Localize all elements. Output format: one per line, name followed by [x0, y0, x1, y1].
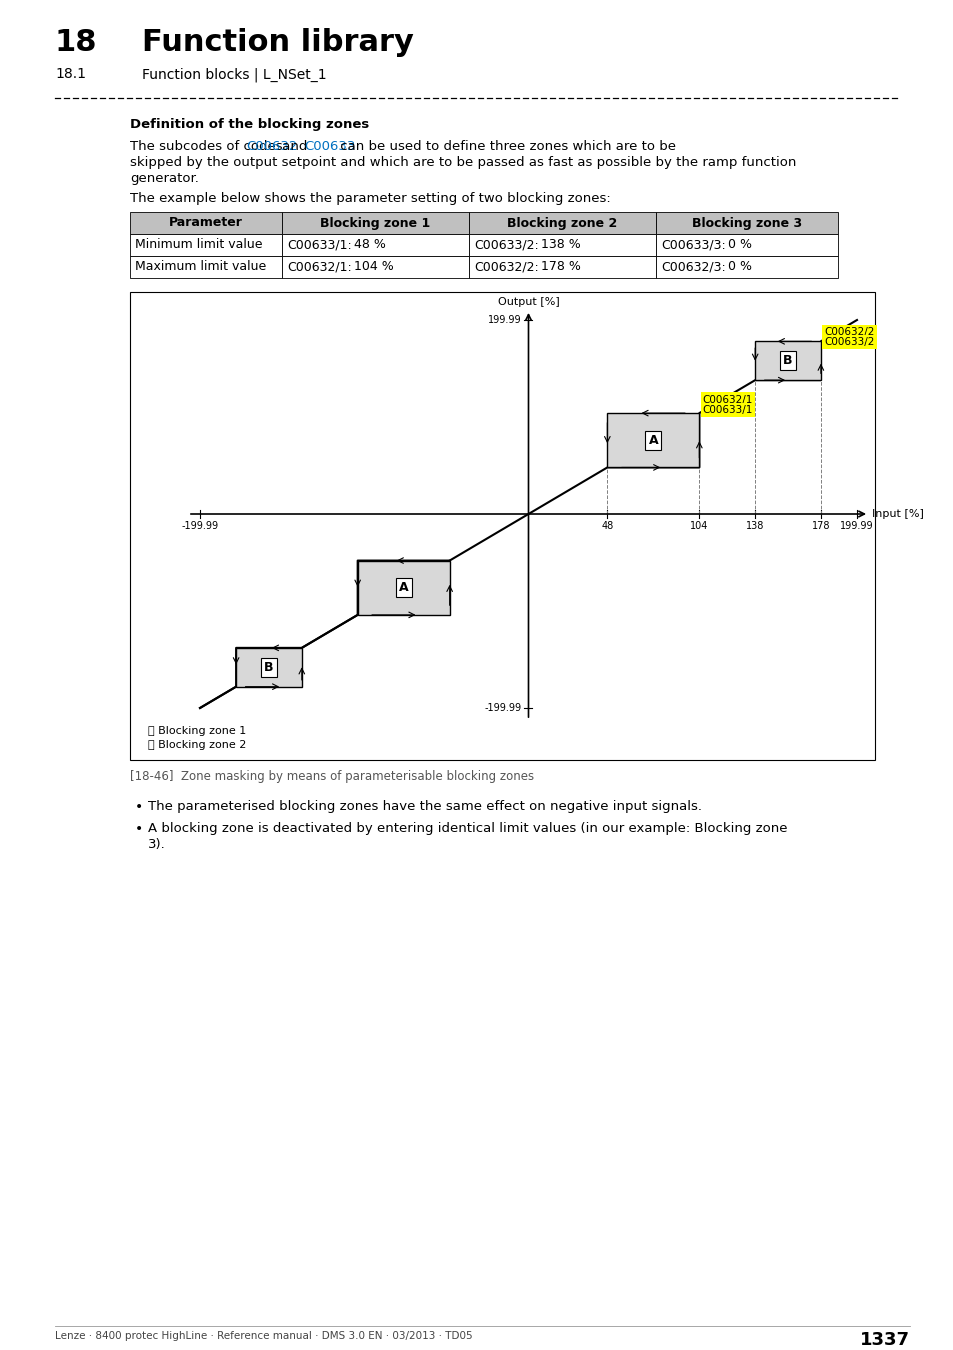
- Bar: [656, 212, 837, 234]
- Text: 18.1: 18.1: [55, 68, 86, 81]
- Text: 199.99: 199.99: [487, 315, 521, 325]
- Text: 178 %: 178 %: [540, 261, 580, 274]
- Bar: [469, 234, 656, 256]
- Text: 1337: 1337: [859, 1331, 909, 1349]
- Text: generator.: generator.: [130, 171, 198, 185]
- Text: C00633/1: C00633/1: [701, 405, 752, 416]
- Text: C00632/1: C00632/1: [701, 394, 752, 405]
- Text: Function blocks | L_NSet_1: Function blocks | L_NSet_1: [142, 68, 326, 81]
- Text: •: •: [135, 822, 143, 836]
- Text: and: and: [277, 140, 311, 153]
- Text: The subcodes of codes: The subcodes of codes: [130, 140, 287, 153]
- Bar: [236, 648, 301, 687]
- Text: 48: 48: [600, 521, 613, 531]
- Text: C00632/2: C00632/2: [823, 327, 874, 336]
- Text: Ⓑ Blocking zone 2: Ⓑ Blocking zone 2: [148, 740, 246, 751]
- Text: A: A: [398, 582, 408, 594]
- Text: C00633/1:: C00633/1:: [287, 239, 352, 251]
- Text: The example below shows the parameter setting of two blocking zones:: The example below shows the parameter se…: [130, 192, 610, 205]
- Text: C00632: C00632: [246, 140, 297, 153]
- Text: 199.99: 199.99: [840, 521, 873, 531]
- Text: can be used to define three zones which are to be: can be used to define three zones which …: [335, 140, 676, 153]
- Bar: [130, 256, 282, 278]
- Text: Output [%]: Output [%]: [497, 297, 558, 306]
- Text: C00633/2:: C00633/2:: [474, 239, 538, 251]
- Text: •: •: [135, 801, 143, 814]
- Bar: [282, 234, 469, 256]
- Bar: [607, 413, 699, 467]
- Text: C00633: C00633: [304, 140, 355, 153]
- Text: C00632/3:: C00632/3:: [660, 261, 725, 274]
- Text: Minimum limit value: Minimum limit value: [135, 239, 262, 251]
- Text: C00633/2: C00633/2: [823, 338, 874, 347]
- Text: C00632/2:: C00632/2:: [474, 261, 538, 274]
- Bar: [656, 234, 837, 256]
- Text: [18-46]  Zone masking by means of parameterisable blocking zones: [18-46] Zone masking by means of paramet…: [130, 769, 534, 783]
- Text: 138 %: 138 %: [540, 239, 580, 251]
- Text: 18: 18: [55, 28, 97, 57]
- Text: -199.99: -199.99: [484, 703, 521, 713]
- Text: The parameterised blocking zones have the same effect on negative input signals.: The parameterised blocking zones have th…: [148, 801, 701, 813]
- Text: Ⓐ Blocking zone 1: Ⓐ Blocking zone 1: [148, 726, 246, 736]
- Text: Lenze · 8400 protec HighLine · Reference manual · DMS 3.0 EN · 03/2013 · TD05: Lenze · 8400 protec HighLine · Reference…: [55, 1331, 472, 1341]
- Text: Function library: Function library: [142, 28, 414, 57]
- Text: Parameter: Parameter: [169, 216, 243, 230]
- Bar: [469, 256, 656, 278]
- Text: 138: 138: [745, 521, 763, 531]
- Text: 0 %: 0 %: [727, 239, 751, 251]
- Text: Blocking zone 2: Blocking zone 2: [507, 216, 617, 230]
- Bar: [656, 256, 837, 278]
- Text: C00632/1:: C00632/1:: [287, 261, 352, 274]
- Bar: [755, 342, 820, 381]
- Text: -199.99: -199.99: [181, 521, 218, 531]
- Text: 178: 178: [811, 521, 829, 531]
- Text: Definition of the blocking zones: Definition of the blocking zones: [130, 117, 369, 131]
- Text: skipped by the output setpoint and which are to be passed as fast as possible by: skipped by the output setpoint and which…: [130, 157, 796, 169]
- Bar: [130, 212, 282, 234]
- Text: A: A: [648, 433, 658, 447]
- Text: Input [%]: Input [%]: [871, 509, 923, 518]
- Text: A blocking zone is deactivated by entering identical limit values (in our exampl: A blocking zone is deactivated by enteri…: [148, 822, 786, 836]
- Text: 104: 104: [689, 521, 708, 531]
- Text: Maximum limit value: Maximum limit value: [135, 261, 266, 274]
- Text: C00633/3:: C00633/3:: [660, 239, 725, 251]
- Text: B: B: [782, 354, 792, 367]
- Bar: [469, 212, 656, 234]
- Text: B: B: [264, 660, 274, 674]
- Bar: [282, 256, 469, 278]
- Text: 3).: 3).: [148, 838, 166, 850]
- Text: 104 %: 104 %: [354, 261, 394, 274]
- Text: 48 %: 48 %: [354, 239, 385, 251]
- Text: Blocking zone 3: Blocking zone 3: [691, 216, 801, 230]
- Text: 0 %: 0 %: [727, 261, 751, 274]
- Bar: [357, 560, 449, 614]
- Text: Blocking zone 1: Blocking zone 1: [320, 216, 430, 230]
- Bar: [282, 212, 469, 234]
- Bar: [130, 292, 874, 760]
- Bar: [130, 234, 282, 256]
